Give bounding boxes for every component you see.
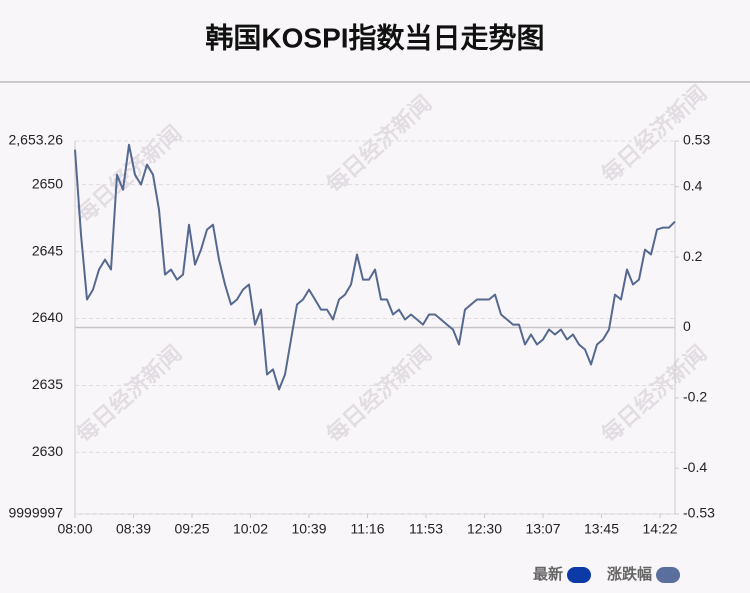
x-tick-label: 10:39 <box>291 521 326 537</box>
y-tick-label: 2645 <box>32 242 63 258</box>
x-tick-label: 11:53 <box>409 521 443 537</box>
y-tick-label: 2635 <box>32 376 63 392</box>
y-tick-label: 2,653.26 <box>9 132 64 148</box>
y2-tick-label: -0.2 <box>683 389 707 405</box>
legend-swatch <box>656 567 681 583</box>
y2-tick-label: 0.2 <box>683 248 703 264</box>
x-tick-label: 09:25 <box>174 521 209 537</box>
x-tick-label: 14:22 <box>642 521 677 537</box>
y-tick-label: 2650 <box>32 175 63 191</box>
x-tick-label: 13:07 <box>525 521 560 537</box>
chart-title: 韩国KOSPI指数当日走势图 <box>205 22 544 53</box>
legend-label: 最新 <box>533 565 563 583</box>
legend-swatch <box>567 567 592 583</box>
x-tick-label: 08:00 <box>57 521 92 537</box>
watermark: 每日经济新闻 <box>72 120 188 228</box>
y2-tick-label: 0.53 <box>683 132 710 148</box>
watermark: 每日经济新闻 <box>72 340 188 448</box>
y2-tick-label: 0.4 <box>683 177 703 193</box>
x-tick-label: 12:30 <box>467 521 502 537</box>
x-tick-label: 08:39 <box>116 521 151 537</box>
y2-tick-label: -0.4 <box>683 459 707 475</box>
x-tick-label: 10:02 <box>233 521 268 537</box>
legend-label: 涨跌幅 <box>607 565 652 583</box>
x-tick-label: 11:16 <box>351 521 385 537</box>
y-tick-label: 2640 <box>32 309 63 325</box>
watermark: 每日经济新闻 <box>322 340 438 448</box>
y-tick-label: 9999997 <box>8 505 63 521</box>
watermark: 每日经济新闻 <box>322 90 438 198</box>
x-tick-label: 13:45 <box>584 521 619 537</box>
price-line <box>74 143 676 391</box>
y2-tick-label: -0.53 <box>683 505 715 521</box>
y-tick-label: 2630 <box>32 443 63 459</box>
y2-tick-label: 0 <box>683 318 691 334</box>
